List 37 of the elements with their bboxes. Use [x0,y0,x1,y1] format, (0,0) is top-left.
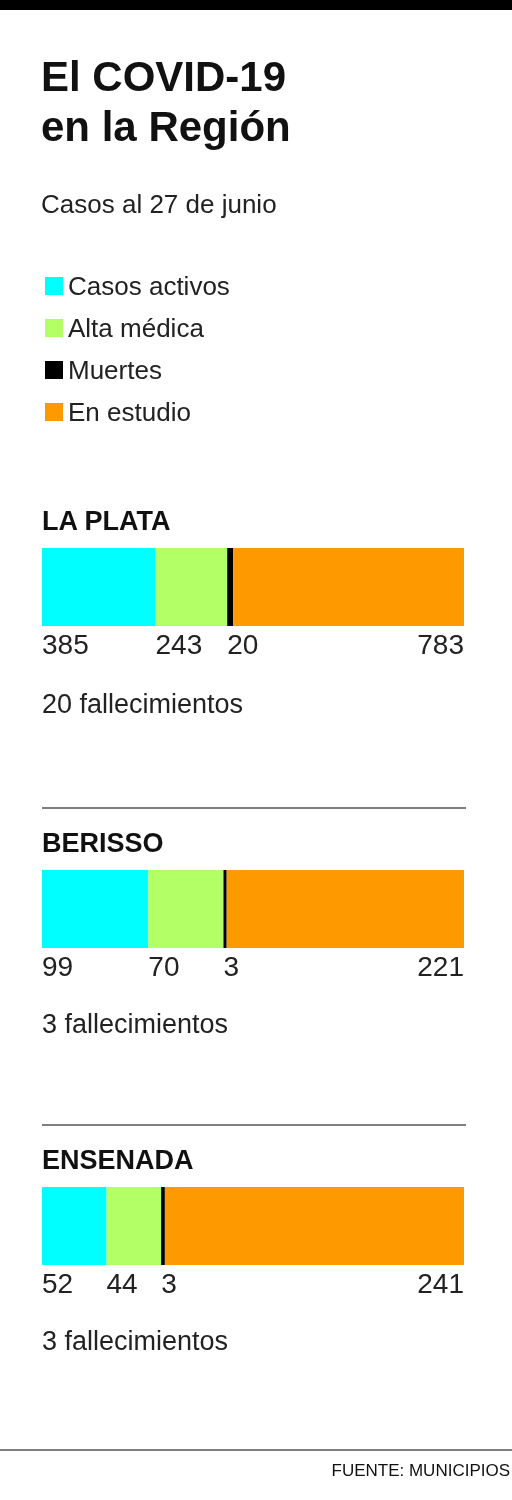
bar [227,548,234,626]
y-tick-label: LA PLATA [42,505,171,536]
bar [161,1187,165,1265]
bar [164,1187,464,1265]
legend-label: En estudio [68,397,191,427]
y-tick-label: BERISSO [42,827,164,858]
data-label: 70 [148,950,180,982]
bar [223,870,227,948]
data-label: 243 [155,628,203,660]
data-label: 3 [161,1267,177,1299]
chart-title: El COVID-19 en la Región [41,52,298,150]
bar [148,870,224,948]
source-note: FUENTE: MUNICIPIOS [331,1461,511,1480]
data-label: 783 [417,628,464,660]
bar [233,548,464,626]
bar [42,870,149,948]
bar [106,1187,162,1265]
text: 20 fallecimientos [42,688,244,719]
bar [155,548,228,626]
bar [42,1187,107,1265]
legend-label: Casos activos [68,271,230,301]
chart-subtitle: Casos al 27 de junio [41,189,277,219]
legend-label: Alta médica [68,313,205,343]
text: 3 fallecimientos [42,1325,229,1356]
data-label: 241 [417,1267,464,1299]
data-label: 20 [227,628,259,660]
bar [42,548,156,626]
bar [226,870,464,948]
legend-label: Muertes [68,355,162,385]
y-tick-label: ENSENADA [42,1144,194,1175]
data-label: 221 [417,950,464,982]
data-label: 3 [223,950,240,982]
data-label: 52 [42,1267,74,1299]
text: 3 fallecimientos [42,1008,229,1039]
data-label: 385 [42,628,89,660]
data-label: 99 [42,950,74,982]
data-label: 44 [106,1267,138,1299]
